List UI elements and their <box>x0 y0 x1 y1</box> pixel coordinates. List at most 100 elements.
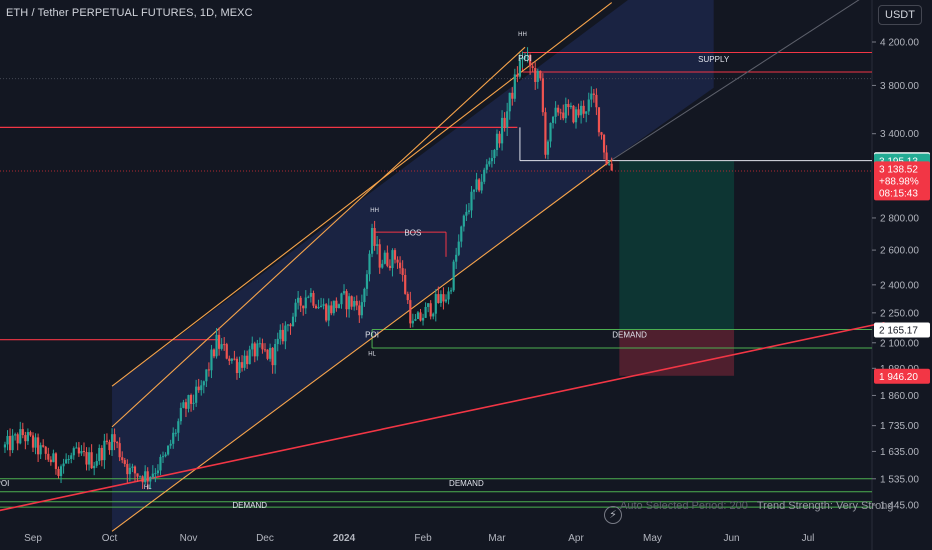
candle-body <box>59 466 63 477</box>
candle-body <box>582 105 585 114</box>
candle-body <box>251 343 254 350</box>
candle-body <box>370 228 374 254</box>
y-tick-label: 3 400.00 <box>880 129 919 140</box>
candle-body <box>179 407 182 422</box>
candle-body <box>307 296 310 298</box>
candle-body <box>544 112 547 155</box>
trendline <box>0 321 885 512</box>
candle-body <box>470 191 473 211</box>
candle-body <box>467 210 471 212</box>
candle-body <box>195 386 198 403</box>
candle-body <box>442 294 445 302</box>
y-tick-label: 1 735.00 <box>880 421 919 432</box>
candle-body <box>546 141 550 155</box>
candle-body <box>406 293 409 301</box>
candle-body <box>421 317 425 321</box>
candle-body <box>253 343 256 357</box>
candle-body <box>233 358 236 360</box>
candle-body <box>444 299 448 302</box>
candle-body <box>218 334 221 349</box>
candle-body <box>230 358 233 361</box>
candle-body <box>592 93 595 95</box>
candle-body <box>567 103 570 108</box>
x-tick-label: Oct <box>102 533 118 544</box>
candle-body <box>355 300 358 306</box>
candle-body <box>572 105 575 123</box>
lightning-bolt-icon[interactable]: ⚡ <box>604 506 622 524</box>
channel-extension-line <box>611 0 860 161</box>
candle-body <box>72 448 75 456</box>
candle-body <box>138 476 142 478</box>
channel-inner-line <box>111 46 526 428</box>
candle-body <box>95 461 98 466</box>
candle-body <box>202 381 205 386</box>
candle-body <box>235 358 239 373</box>
candle-body <box>427 303 430 307</box>
candle-body <box>192 402 195 404</box>
candle-body <box>348 296 351 310</box>
candle-body <box>595 94 598 108</box>
candle-body <box>539 70 542 79</box>
candle-body <box>205 369 208 382</box>
candle-body <box>87 452 91 465</box>
candle-body <box>279 329 282 339</box>
x-tick-label: Feb <box>414 533 432 544</box>
price-tag-label: 1 946.20 <box>879 372 918 383</box>
price-tag <box>874 161 930 201</box>
candle-body <box>513 74 516 99</box>
candle-body <box>488 161 491 165</box>
y-tick-label: 2 600.00 <box>880 246 919 257</box>
candle-body <box>29 432 32 436</box>
candle-body <box>475 179 478 190</box>
candle-body <box>3 444 7 448</box>
candle-body <box>294 302 297 317</box>
candle-body <box>317 307 320 309</box>
candle-body <box>383 252 386 264</box>
candle-body <box>36 437 40 455</box>
x-tick-label: Sep <box>24 533 42 544</box>
candle-body <box>271 347 274 366</box>
candle-body <box>590 93 593 100</box>
candle-body <box>151 473 154 478</box>
candle-body <box>286 324 290 326</box>
candle-body <box>506 111 509 128</box>
y-tick-label: 1 445.00 <box>880 501 919 512</box>
candle-body <box>167 445 170 455</box>
candle-body <box>103 440 106 461</box>
x-tick-label: Jun <box>723 533 739 544</box>
strength-text: Trend Strength: Very Strong <box>756 500 894 512</box>
candle-body <box>116 442 119 444</box>
candle-body <box>381 263 384 268</box>
candle-body <box>465 211 468 216</box>
x-tick-label: Apr <box>568 533 584 544</box>
candle-body <box>373 228 376 246</box>
candle-body <box>77 447 80 454</box>
candle-body <box>62 463 65 467</box>
candle-body <box>337 304 341 309</box>
candle-body <box>304 297 307 309</box>
annotation-label: POI <box>365 331 379 340</box>
candle-body <box>386 252 389 266</box>
candle-body <box>159 456 162 471</box>
candle-body <box>457 241 460 255</box>
candle-body <box>108 441 111 451</box>
currency-button[interactable]: USDT <box>878 5 922 25</box>
candle-body <box>136 473 139 477</box>
candle-body <box>388 265 392 269</box>
candle-body <box>128 467 131 475</box>
candle-body <box>564 103 567 119</box>
annotation-label: POI <box>518 54 532 63</box>
candle-body <box>57 468 60 477</box>
symbol-title[interactable]: ETH / Tether PERPETUAL FUTURES, 1D, MEXC <box>6 7 253 19</box>
candle-body <box>409 300 412 324</box>
candle-body <box>460 226 463 242</box>
candle-body <box>327 305 330 321</box>
take-profit-zone <box>619 160 735 330</box>
candle-body <box>302 305 305 309</box>
candle-body <box>110 434 114 451</box>
candle-body <box>549 122 552 142</box>
candle-body <box>562 112 565 119</box>
candle-body <box>276 338 279 345</box>
y-tick-label: 2 400.00 <box>880 280 919 291</box>
